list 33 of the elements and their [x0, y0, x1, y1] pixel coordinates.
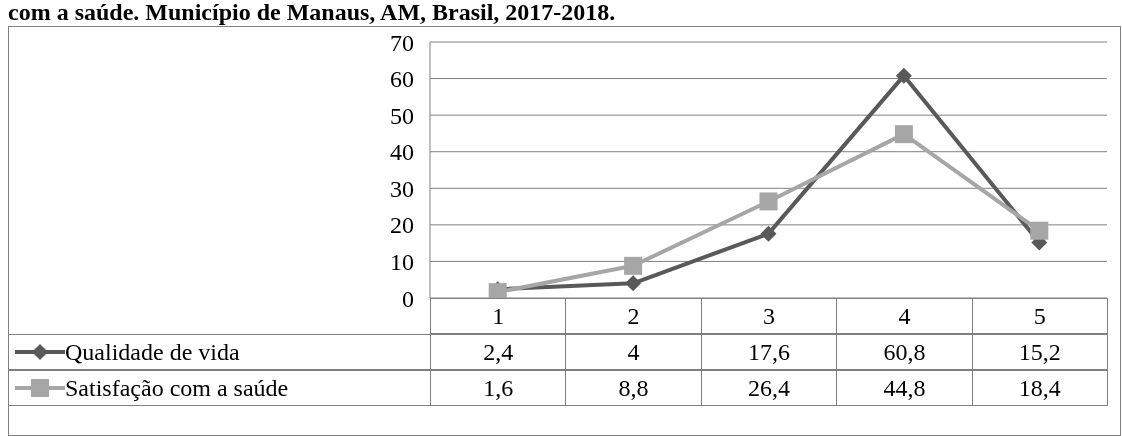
y-tick-label: 30: [390, 175, 414, 202]
data-label: 18,4: [971, 370, 1108, 406]
y-tick-label: 10: [390, 248, 414, 275]
point: [625, 275, 642, 292]
legend-label: Qualidade de vida: [64, 338, 240, 366]
x-tick-label: 3: [700, 298, 838, 334]
point: [895, 67, 912, 84]
y-tick-label: 70: [390, 29, 414, 56]
data-label: 44,8: [836, 370, 973, 406]
data-label: 60,8: [836, 334, 973, 370]
x-tick-label: 1: [430, 298, 567, 334]
data-label: 17,6: [700, 334, 838, 370]
data-label: 1,6: [430, 370, 567, 406]
x-tick-label: 2: [565, 298, 702, 334]
data-label: 15,2: [971, 334, 1108, 370]
y-tick-label: 50: [390, 102, 414, 129]
y-tick-label: 20: [390, 212, 414, 239]
data-label: 8,8: [565, 370, 702, 406]
y-tick-label: 60: [390, 66, 414, 93]
data-label: 26,4: [700, 370, 838, 406]
point: [1030, 221, 1049, 240]
point: [759, 192, 778, 211]
legend-label: Satisfação com a saúde: [64, 374, 289, 402]
point: [894, 125, 913, 144]
x-tick-label: 5: [971, 298, 1108, 334]
y-tick-label: 40: [390, 139, 414, 166]
point: [624, 256, 643, 275]
data-label: 4: [565, 334, 702, 370]
x-tick-label: 4: [836, 298, 973, 334]
point: [760, 225, 777, 242]
y-tick-label: 0: [402, 285, 414, 312]
data-label: 2,4: [430, 334, 567, 370]
chart-title: com a saúde. Município de Manaus, AM, Brasil, 2017-2018.: [8, 0, 616, 25]
